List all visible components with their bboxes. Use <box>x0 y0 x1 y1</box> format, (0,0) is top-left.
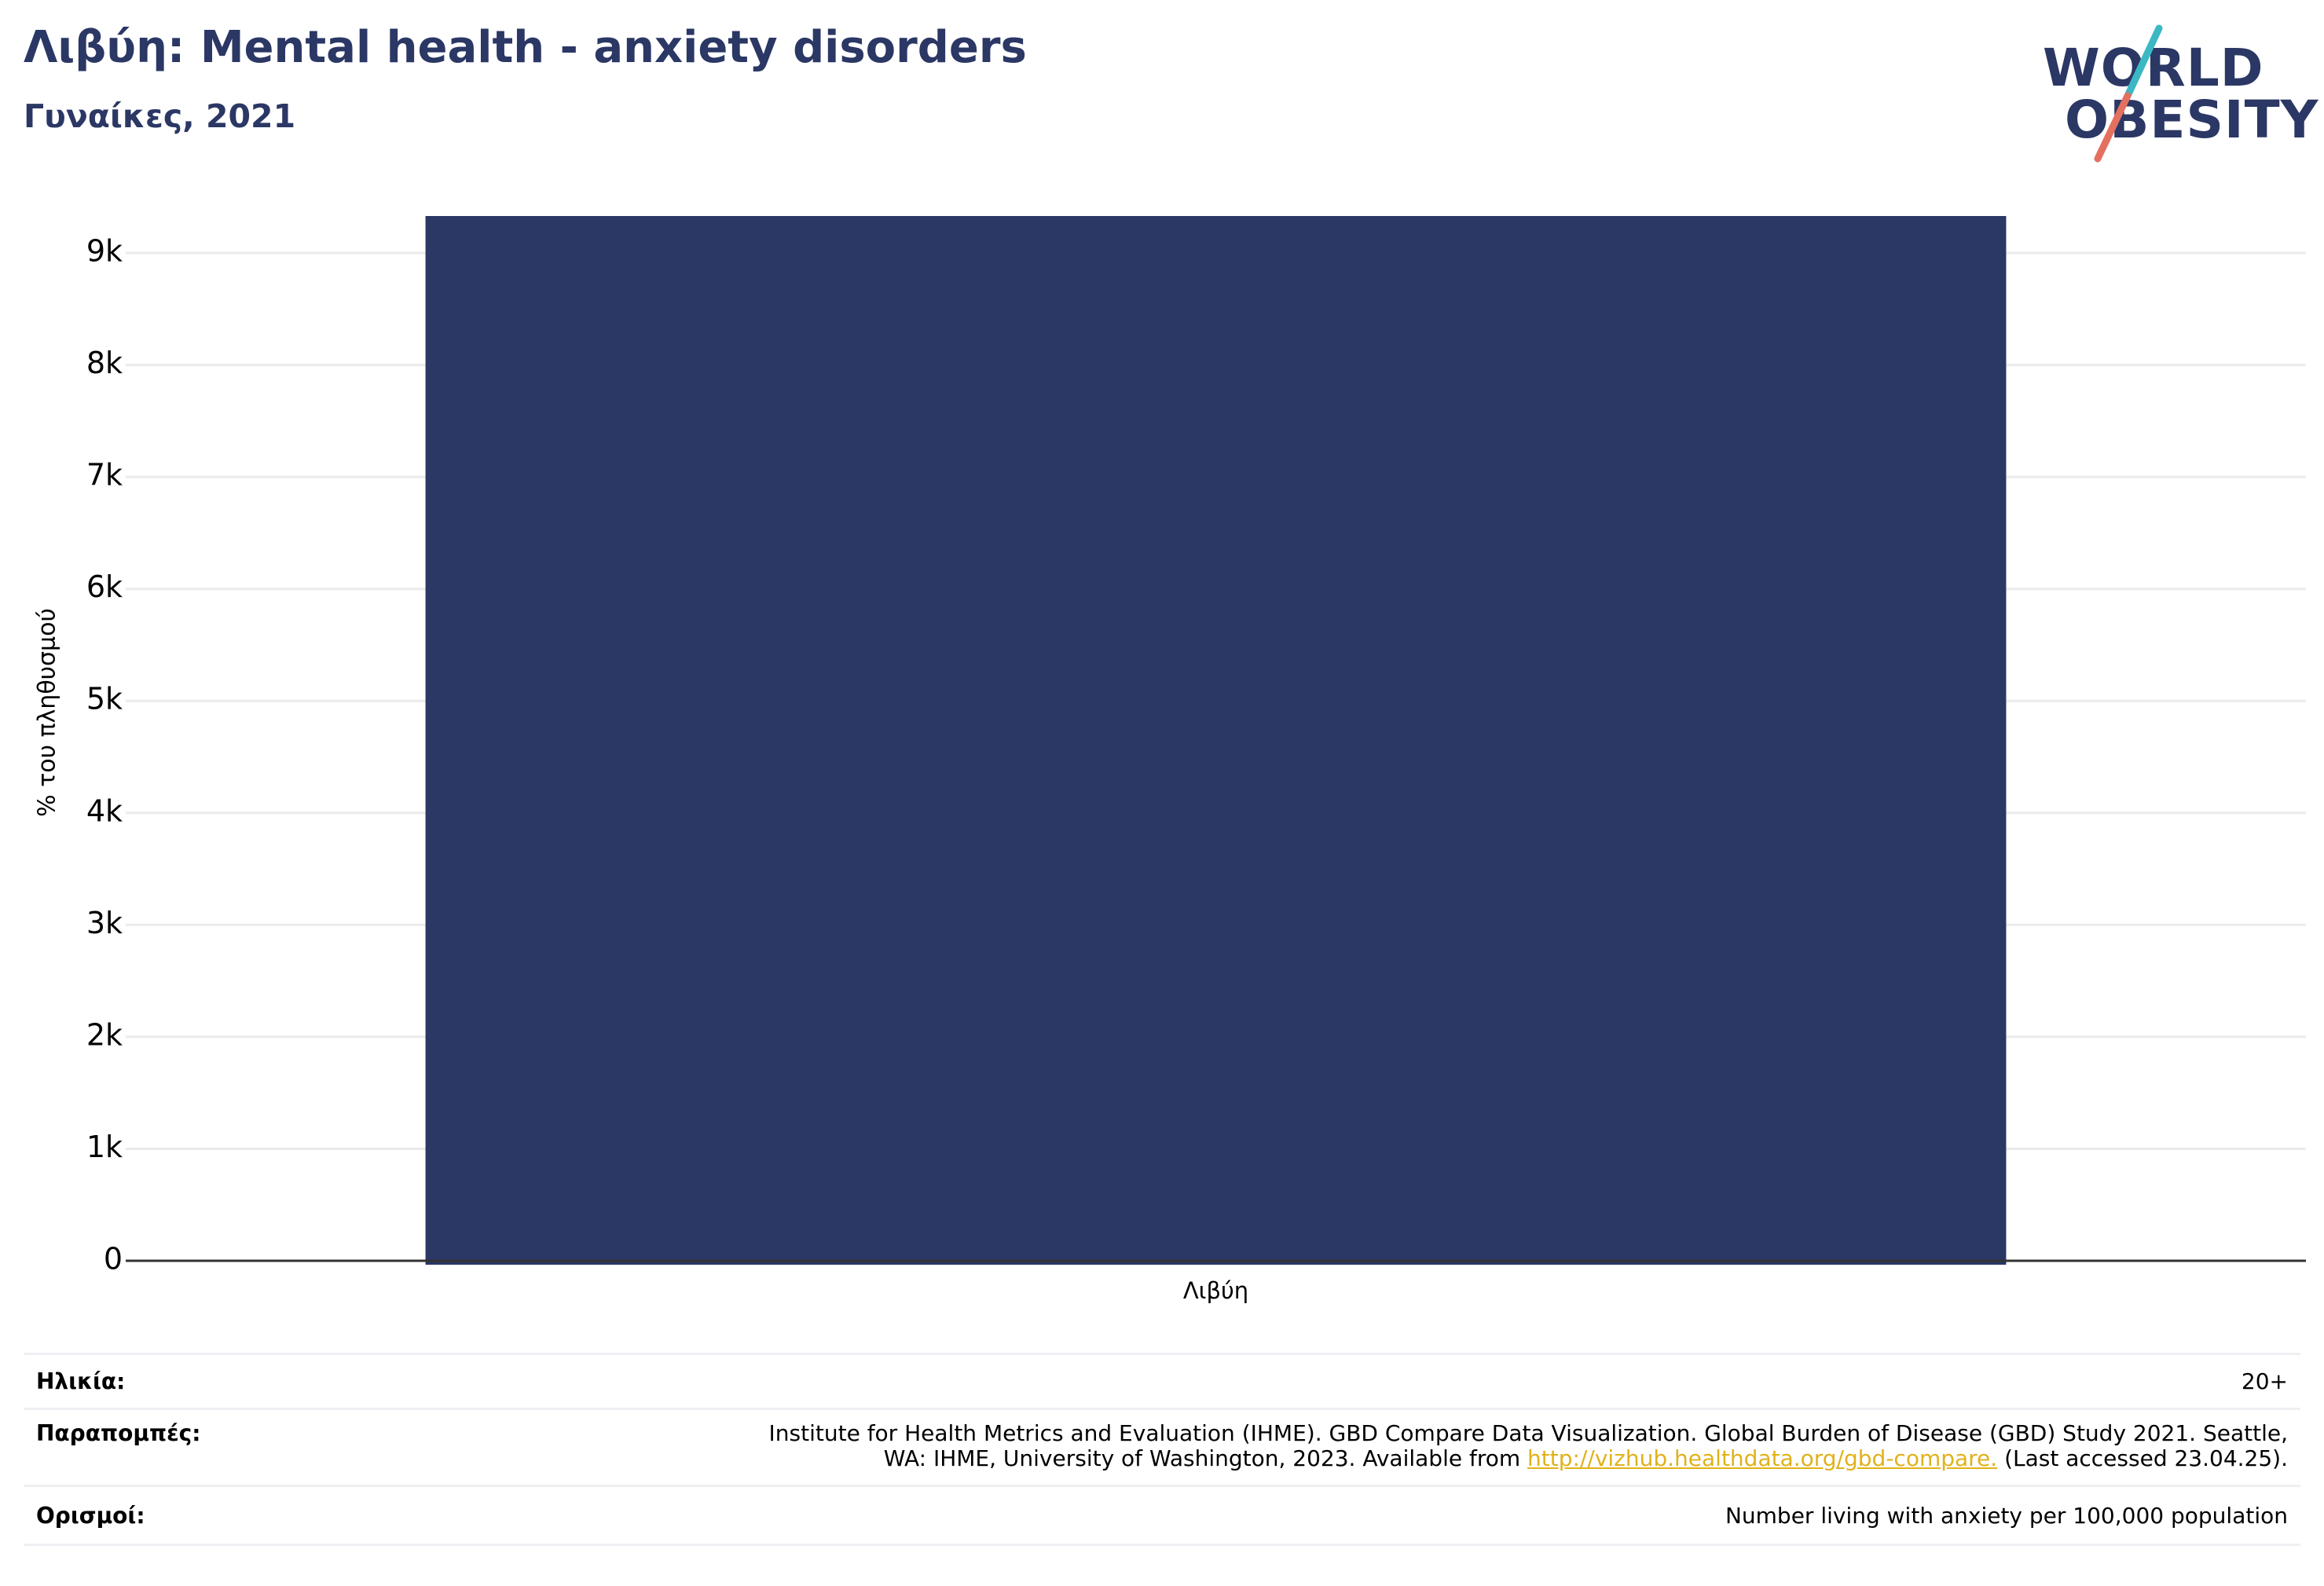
world-obesity-logo: WORLD OBESITY <box>2043 24 2318 165</box>
chart-title: Λιβύη: Mental health - anxiety disorders <box>24 22 1027 73</box>
references-line-1: Institute for Health Metrics and Evaluat… <box>768 1420 2288 1446</box>
y-tick-label: 0 <box>104 1242 123 1276</box>
info-row-definitions: Ορισμοί: Number living with anxiety per … <box>24 1485 2300 1546</box>
y-tick-label: 5k <box>86 682 123 716</box>
y-tick-label: 9k <box>86 234 123 269</box>
y-tick-label: 8k <box>86 346 123 380</box>
references-line-3: (Last accessed 23.04.25). <box>1997 1445 2288 1471</box>
references-label: Παραπομπές: <box>36 1420 201 1446</box>
definitions-label: Ορισμοί: <box>36 1502 145 1529</box>
references-text: Institute for Health Metrics and Evaluat… <box>769 1421 2288 1471</box>
y-tick-label: 6k <box>86 570 123 604</box>
info-table: Ηλικία: 20+ Παραπομπές: Institute for He… <box>24 1353 2300 1546</box>
y-tick-label: 1k <box>86 1130 123 1164</box>
age-label: Ηλικία: <box>36 1368 126 1394</box>
y-tick-label: 4k <box>86 793 123 828</box>
chart-subtitle: Γυναίκες, 2021 <box>24 97 296 135</box>
info-row-age: Ηλικία: 20+ <box>24 1353 2300 1408</box>
definitions-value: Number living with anxiety per 100,000 p… <box>1725 1502 2288 1529</box>
references-link[interactable]: http://vizhub.healthdata.org/gbd-compare… <box>1527 1445 1998 1471</box>
logo-word-world: WORLD <box>2043 38 2264 98</box>
bar-chart: 0 1k 2k 3k 4k 5k 6k 7k 8k 9k Λιβύη <box>86 216 2306 1304</box>
bar[interactable] <box>425 216 2007 1265</box>
y-ticks: 0 1k 2k 3k 4k 5k 6k 7k 8k 9k <box>86 234 123 1276</box>
x-ticks: Λιβύη <box>1183 1277 1248 1304</box>
references-line-2: WA: IHME, University of Washington, 2023… <box>883 1445 1528 1471</box>
info-row-references: Παραπομπές: Institute for Health Metrics… <box>24 1408 2300 1485</box>
x-tick-label: Λιβύη <box>1183 1277 1248 1304</box>
y-tick-label: 3k <box>86 906 123 940</box>
y-tick-label: 7k <box>86 458 123 493</box>
bars <box>425 216 2007 1265</box>
logo-slash-icon <box>2094 24 2163 163</box>
y-tick-label: 2k <box>86 1017 123 1052</box>
age-value: 20+ <box>2241 1368 2288 1394</box>
